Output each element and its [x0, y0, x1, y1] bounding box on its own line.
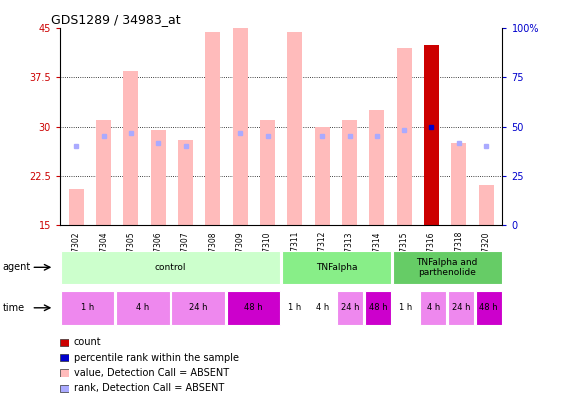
Bar: [397, 48, 412, 225]
Bar: [69, 189, 84, 225]
Bar: [342, 120, 357, 225]
Text: 1 h: 1 h: [399, 303, 412, 312]
Text: 24 h: 24 h: [341, 303, 360, 312]
Text: 24 h: 24 h: [189, 303, 207, 312]
Text: control: control: [155, 263, 186, 272]
Bar: [96, 120, 111, 225]
Bar: [337, 291, 363, 324]
Bar: [61, 354, 69, 361]
Bar: [287, 32, 303, 225]
Bar: [206, 32, 220, 225]
Text: 24 h: 24 h: [452, 303, 471, 312]
Bar: [151, 130, 166, 225]
Text: 4 h: 4 h: [316, 303, 329, 312]
Bar: [420, 291, 447, 324]
Text: TNFalpha: TNFalpha: [316, 263, 357, 272]
Bar: [393, 291, 419, 324]
Bar: [171, 291, 225, 324]
Text: TNFalpha and
parthenolide: TNFalpha and parthenolide: [416, 258, 478, 277]
Bar: [116, 291, 170, 324]
Bar: [448, 291, 474, 324]
Bar: [315, 126, 329, 225]
Text: percentile rank within the sample: percentile rank within the sample: [74, 353, 239, 362]
Text: 4 h: 4 h: [136, 303, 150, 312]
Bar: [282, 291, 308, 324]
Text: time: time: [3, 303, 25, 313]
Bar: [61, 291, 114, 324]
Bar: [61, 251, 280, 284]
Bar: [476, 291, 502, 324]
Text: 48 h: 48 h: [479, 303, 498, 312]
Bar: [61, 369, 69, 377]
Bar: [393, 251, 502, 284]
Text: rank, Detection Call = ABSENT: rank, Detection Call = ABSENT: [74, 384, 224, 393]
Bar: [178, 140, 193, 225]
Text: count: count: [74, 337, 101, 347]
Bar: [233, 28, 248, 225]
Text: 48 h: 48 h: [369, 303, 387, 312]
Bar: [260, 120, 275, 225]
Bar: [365, 291, 391, 324]
Bar: [424, 45, 439, 225]
Bar: [451, 143, 467, 225]
Bar: [227, 291, 280, 324]
Bar: [61, 339, 69, 346]
Bar: [123, 71, 139, 225]
Text: GDS1289 / 34983_at: GDS1289 / 34983_at: [51, 13, 181, 26]
Bar: [309, 291, 336, 324]
Text: 1 h: 1 h: [81, 303, 94, 312]
Text: value, Detection Call = ABSENT: value, Detection Call = ABSENT: [74, 368, 229, 378]
Text: 4 h: 4 h: [427, 303, 440, 312]
Bar: [61, 385, 69, 392]
Text: 48 h: 48 h: [244, 303, 263, 312]
Bar: [478, 185, 493, 225]
Text: 1 h: 1 h: [288, 303, 301, 312]
Bar: [282, 251, 391, 284]
Text: agent: agent: [3, 262, 31, 272]
Bar: [369, 110, 384, 225]
